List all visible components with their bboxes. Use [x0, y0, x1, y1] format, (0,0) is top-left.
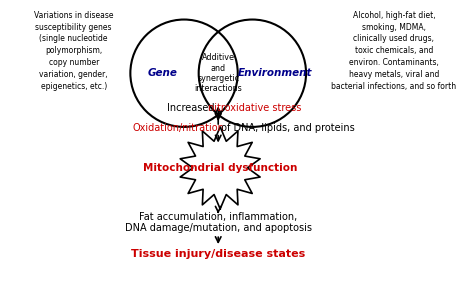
- Text: Fat accumulation, inflammation,
DNA damage/mutation, and apoptosis: Fat accumulation, inflammation, DNA dama…: [125, 212, 312, 233]
- Text: Environment: Environment: [237, 68, 312, 78]
- Text: Additive
and
synergetic
interactions: Additive and synergetic interactions: [194, 53, 242, 93]
- Text: Mitochondrial dysfunction: Mitochondrial dysfunction: [143, 163, 297, 173]
- Text: Increased: Increased: [167, 103, 218, 113]
- Text: Alcohol, high-fat diet,
smoking, MDMA,
clinically used drugs,
toxic chemicals, a: Alcohol, high-fat diet, smoking, MDMA, c…: [331, 11, 456, 91]
- Text: Variations in disease
susceptibility genes
(single nucleotide
polymorphism,
copy: Variations in disease susceptibility gen…: [34, 11, 113, 91]
- Text: Oxidation/nitration: Oxidation/nitration: [132, 123, 224, 133]
- Text: nitroxidative stress: nitroxidative stress: [209, 103, 302, 113]
- Text: Tissue injury/disease states: Tissue injury/disease states: [131, 249, 305, 259]
- Text: Gene: Gene: [147, 68, 177, 78]
- Text: of DNA, lipids, and proteins: of DNA, lipids, and proteins: [218, 123, 355, 133]
